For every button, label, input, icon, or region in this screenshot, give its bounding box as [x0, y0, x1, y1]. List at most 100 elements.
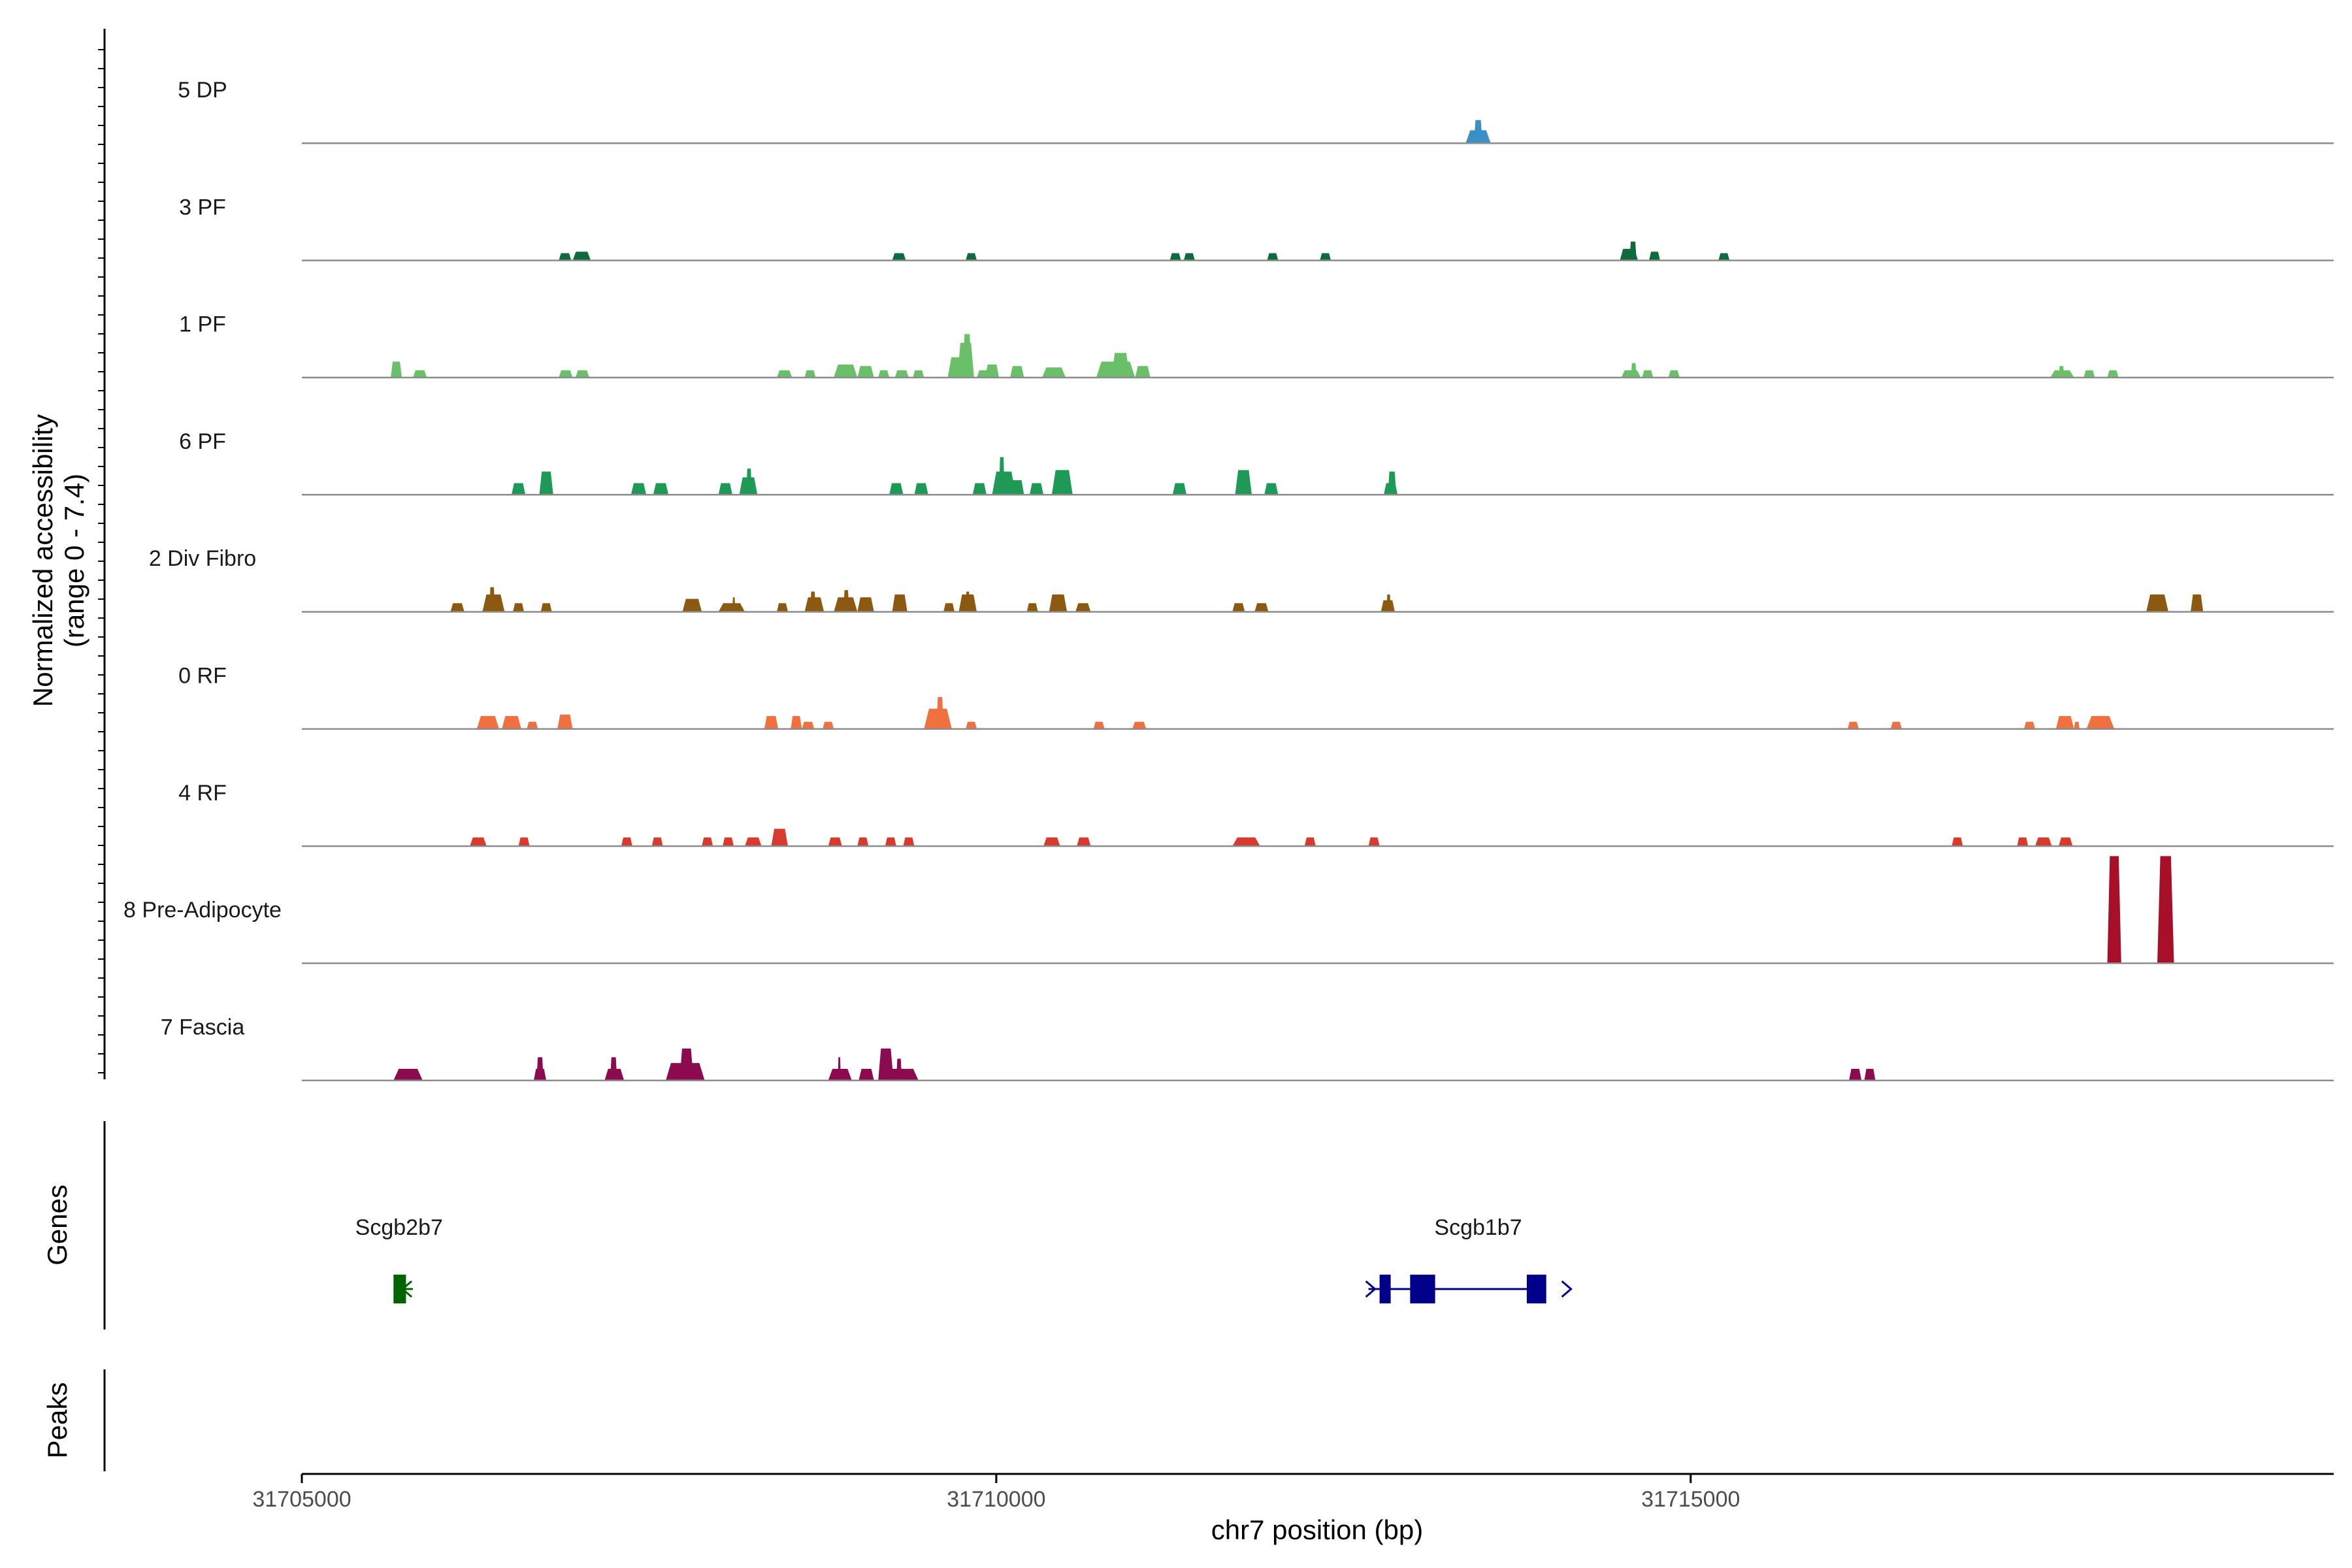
y-axis-title: Normalized accessibility	[27, 414, 58, 707]
coverage-peak	[518, 837, 530, 847]
x-tick-label: 31710000	[947, 1487, 1045, 1512]
coverage-peak	[2083, 370, 2095, 378]
coverage-peak	[966, 721, 977, 729]
coverage-peak	[1183, 253, 1195, 261]
strand-arrow	[1561, 1280, 1573, 1298]
track-8-pre-adipocyte: 8 Pre-Adipocyte	[123, 856, 2334, 964]
x-tick-label: 31705000	[252, 1487, 351, 1512]
coverage-peak	[885, 837, 896, 847]
track-label: 4 RF	[178, 781, 227, 806]
coverage-peak	[610, 1057, 617, 1081]
coverage-peak	[913, 370, 924, 378]
coverage-peak	[857, 597, 874, 612]
track-label: 5 DP	[178, 78, 227, 103]
track-7-fascia: 7 Fascia	[161, 1015, 2334, 1081]
coverage-peak	[1264, 483, 1279, 495]
coverage-peak	[1049, 594, 1068, 612]
coverage-peak	[777, 370, 792, 378]
coverage-peak	[2157, 856, 2174, 964]
coverage-peak	[889, 483, 904, 495]
coverage-peak	[1010, 480, 1024, 495]
genes-panel-title: Genes	[42, 1184, 73, 1266]
track-2-div-fibro: 2 Div Fibro	[149, 546, 2334, 613]
coverage-peak	[1135, 366, 1151, 378]
coverage-peak	[985, 365, 1000, 378]
coverage-peak	[999, 457, 1005, 495]
coverage-peak	[1132, 721, 1147, 729]
peaks-panel-title: Peaks	[42, 1382, 73, 1459]
coverage-peak	[527, 721, 538, 729]
coverage-peak	[1267, 253, 1279, 261]
coverage-peak	[777, 603, 788, 612]
coverage-tracks: 5 DP 3 PF 1 PF 6 PF 2 Div Fibro 0 RF 4 RF 8 Pre…	[123, 78, 2334, 1081]
coverage-peak	[1368, 837, 1380, 847]
coverage-peak	[1232, 603, 1245, 612]
coverage-peak	[791, 715, 802, 729]
coverage-peak	[834, 365, 858, 378]
coverage-peak	[2017, 837, 2029, 847]
coverage-peak	[896, 1058, 902, 1081]
strand-arrow	[400, 1280, 413, 1298]
coverage-peak	[1042, 367, 1066, 378]
coverage-peak	[1629, 241, 1637, 261]
coverage-peak	[539, 471, 553, 495]
coverage-peak	[1172, 483, 1187, 495]
coverage-peak	[2191, 594, 2204, 612]
coverage-peak	[823, 721, 834, 729]
coverage-peak	[878, 1048, 894, 1081]
coverage-peak	[1718, 253, 1730, 261]
coverage-peak	[2024, 721, 2035, 729]
x-axis-title: chr7 position (bp)	[1211, 1514, 1424, 1545]
coverage-peak	[810, 591, 816, 612]
coverage-peak	[413, 370, 427, 378]
coverage-peak	[2074, 721, 2080, 729]
coverage-peak	[1864, 1069, 1876, 1081]
track-0-rf: 0 RF	[178, 664, 2334, 730]
coverage-peak	[450, 603, 465, 612]
coverage-peak	[1051, 470, 1073, 495]
coverage-peak	[804, 370, 816, 378]
x-tick-label: 31715000	[1641, 1487, 1740, 1512]
coverage-peak	[621, 837, 632, 847]
coverage-peak	[557, 714, 573, 729]
x-axis: 31705000 31710000 31715000	[252, 1473, 2334, 1512]
coverage-peak	[894, 370, 909, 378]
coverage-peak	[1043, 837, 1060, 847]
coverage-peak	[2146, 594, 2168, 612]
coverage-peak	[771, 828, 788, 847]
coverage-peak	[878, 370, 890, 378]
coverage-peak	[540, 603, 552, 612]
coverage-peak	[653, 483, 669, 495]
coverage-peak	[1026, 603, 1038, 612]
coverage-peak	[679, 1048, 694, 1081]
coverage-peak	[723, 837, 734, 847]
coverage-peak	[513, 603, 525, 612]
coverage-peak	[1386, 594, 1391, 612]
coverage-peak	[1631, 363, 1637, 378]
coverage-peak	[1169, 253, 1181, 261]
track-label: 8 Pre-Adipocyte	[123, 898, 282, 923]
peaks-panel: Peaks	[42, 1369, 106, 1471]
coverage-peak	[718, 483, 732, 495]
coverage-peak	[1304, 837, 1316, 847]
coverage-peak	[892, 594, 907, 612]
coverage-peak	[391, 361, 402, 378]
coverage-peak	[718, 603, 745, 612]
track-5-dp: 5 DP	[178, 78, 2334, 144]
coverage-peak	[903, 837, 915, 847]
coverage-peak	[1952, 837, 1963, 847]
coverage-peak	[838, 1057, 841, 1081]
coverage-peak	[936, 697, 944, 729]
coverage-peak	[682, 598, 702, 612]
gene-label: Scgb2b7	[355, 1215, 443, 1240]
coverage-peak	[630, 483, 647, 495]
coverage-peak	[2055, 715, 2074, 729]
coverage-peak	[2107, 856, 2121, 964]
coverage-peak	[962, 334, 972, 378]
coverage-peak	[489, 587, 495, 612]
coverage-peak	[746, 468, 752, 495]
coverage-peak	[559, 253, 572, 261]
coverage-peak	[745, 837, 762, 847]
track-label: 2 Div Fibro	[149, 546, 256, 571]
genes-panel: Genes Scgb2b7 Scgb1b7	[42, 1121, 1573, 1330]
